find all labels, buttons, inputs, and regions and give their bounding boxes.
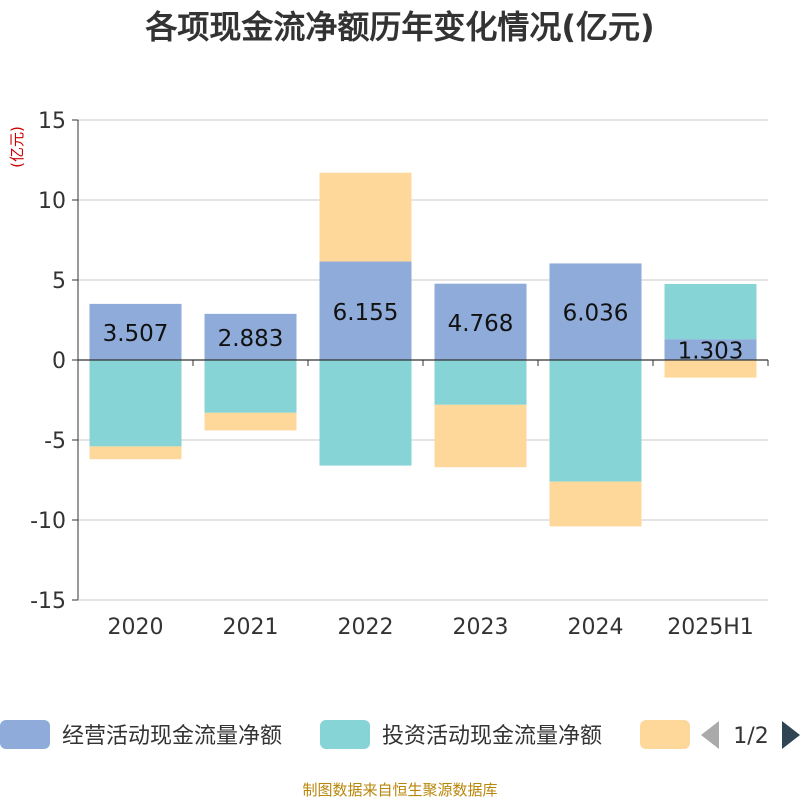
bar-segment	[434, 404, 527, 468]
bar-segment	[664, 339, 757, 360]
y-axis-unit-label: (亿元)	[8, 126, 26, 168]
legend-label: 经营活动现金流量净额	[62, 724, 282, 749]
bar-segment	[204, 360, 297, 413]
legend-label: 投资活动现金流量净额	[382, 724, 602, 749]
bar-segment	[434, 283, 527, 360]
bar-segment	[89, 446, 182, 460]
x-tick-label: 2025H1	[667, 615, 754, 640]
bar-segment	[319, 360, 412, 466]
x-tick-label: 2021	[223, 615, 279, 640]
data-labels: 3.507 2.883 6.155 4.768 6.036 1.303	[103, 300, 744, 365]
bar-segment	[549, 481, 642, 527]
data-label: 3.507	[103, 321, 169, 347]
data-label: 2.883	[218, 326, 284, 352]
x-tick-label: 2024	[568, 615, 624, 640]
legend-next-arrow-icon	[782, 721, 800, 749]
axes: 15 10 5 0 -5 -10 -15 2020 2021 2022 2023 2024 2025H1	[30, 109, 769, 640]
legend-prev-arrow-icon	[701, 721, 719, 749]
bars	[89, 172, 757, 527]
y-tick-label: 0	[52, 349, 66, 374]
bar-segment	[434, 360, 527, 405]
bar-segment	[319, 261, 412, 360]
data-label: 4.768	[448, 311, 514, 337]
y-tick-label: -5	[44, 429, 66, 454]
y-tick-label: 15	[38, 109, 66, 134]
bar-segment	[204, 412, 297, 431]
bar-segment	[549, 360, 642, 482]
bar-segment	[549, 263, 642, 360]
bar-segment	[204, 313, 297, 360]
legend-swatch	[320, 720, 370, 749]
legend-swatch	[0, 720, 50, 749]
bar-segment	[319, 172, 412, 262]
x-tick-label: 2020	[108, 615, 164, 640]
legend: 经营活动现金流量净额 投资活动现金流量净额 1/2	[0, 720, 800, 749]
data-label: 6.036	[563, 301, 629, 327]
x-tick-label: 2022	[338, 615, 394, 640]
bar-segment	[664, 360, 757, 378]
data-label: 6.155	[333, 300, 399, 326]
data-label: 1.303	[678, 339, 744, 365]
y-tick-label: -15	[30, 589, 66, 614]
legend-page-indicator: 1/2	[733, 724, 768, 749]
legend-swatch	[640, 720, 690, 749]
y-tick-label: 5	[52, 269, 66, 294]
bar-segment	[89, 303, 182, 360]
bar-segment	[664, 283, 757, 340]
source-note: 制图数据来自恒生聚源数据库	[302, 781, 497, 799]
bar-segment	[89, 360, 182, 447]
y-tick-label: -10	[30, 509, 66, 534]
chart-title: 各项现金流净额历年变化情况(亿元)	[145, 8, 654, 46]
y-tick-label: 10	[38, 189, 66, 214]
x-tick-label: 2023	[453, 615, 509, 640]
